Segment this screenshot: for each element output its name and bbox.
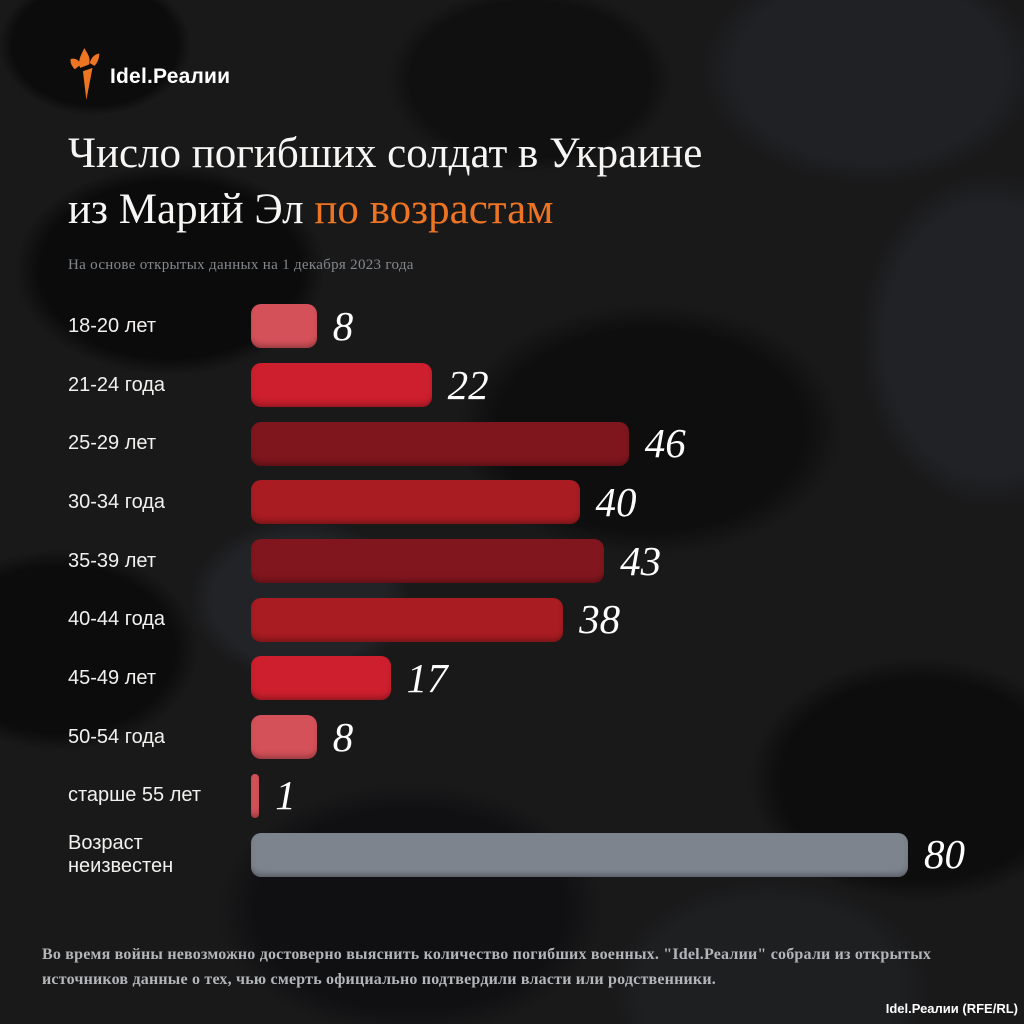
value-label: 22	[447, 361, 489, 408]
footnote: Во время войны невозможно достоверно выя…	[42, 946, 932, 988]
category-label: 21-24 года	[68, 373, 166, 396]
bar	[251, 363, 432, 408]
chart-title: Число погибших солдат в Украине из Марий…	[68, 126, 928, 238]
bar	[251, 539, 605, 584]
category-label: Возраст неизвестен	[68, 831, 174, 877]
value-label: 80	[924, 831, 965, 878]
category-label: 45-49 лет	[68, 666, 156, 689]
category-label: 50-54 года	[68, 725, 166, 748]
chart-row: 35-39 лет 43	[68, 532, 998, 591]
chart-row: 30-34 года 40	[68, 473, 998, 532]
value-label: 46	[644, 420, 686, 467]
category-label: 40-44 года	[68, 608, 166, 631]
bar	[251, 715, 317, 760]
chart-subtitle: На основе открытых данных на 1 декабря 2…	[68, 257, 414, 273]
value-label: 1	[275, 772, 296, 819]
value-label: 40	[595, 478, 637, 525]
value-label: 8	[332, 302, 354, 349]
logo-text: Idel.Реалии	[110, 64, 231, 88]
category-label: 25-29 лет	[68, 432, 156, 455]
category-label: 35-39 лет	[68, 549, 156, 572]
logo: Idel.Реалии	[70, 48, 230, 105]
bar	[251, 480, 580, 525]
chart-row: 45-49 лет 17	[68, 649, 998, 708]
bar	[251, 832, 908, 877]
chart-row: 21-24 года 22	[68, 356, 998, 415]
chart-row: старше 55 лет 1	[68, 767, 998, 826]
category-label: 30-34 года	[68, 490, 166, 513]
chart-row: Возраст неизвестен 80	[68, 825, 998, 884]
attribution: Idel.Реалии (RFE/RL)	[885, 1001, 1018, 1016]
chart-row: 18-20 лет 8	[68, 297, 998, 356]
chart-row: 25-29 лет 46	[68, 414, 998, 473]
chart-row: 50-54 года 8	[68, 708, 998, 767]
bar	[251, 773, 260, 818]
bar-chart: 18-20 лет 8 21-24 года 22 25-29 лет 46 30-34 г…	[68, 297, 998, 884]
category-label: 18-20 лет	[68, 314, 156, 337]
title-accent: по возрастам	[314, 186, 554, 233]
value-label: 8	[332, 713, 354, 760]
torch-icon	[70, 48, 100, 105]
title-line1: Число погибших солдат в Украине	[68, 130, 703, 177]
bar	[251, 597, 564, 642]
value-label: 17	[406, 654, 448, 701]
bar	[251, 656, 391, 701]
value-label: 43	[620, 537, 662, 584]
value-label: 38	[579, 596, 621, 643]
chart-row: 40-44 года 38	[68, 590, 998, 649]
bar	[251, 304, 317, 349]
title-line2: из Марий Эл	[68, 186, 304, 233]
bar	[251, 421, 629, 466]
category-label: старше 55 лет	[68, 784, 201, 807]
